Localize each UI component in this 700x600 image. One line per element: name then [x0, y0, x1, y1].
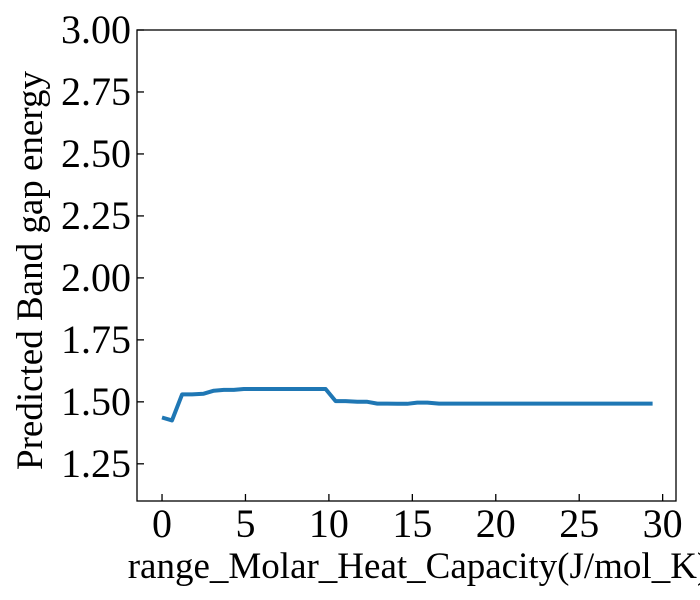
series-line: [161, 387, 653, 423]
y-tick-label: 2.00: [61, 255, 131, 300]
data-series: [161, 387, 653, 423]
y-tick-label: 2.75: [61, 69, 131, 114]
x-tick-label: 10: [309, 501, 349, 546]
y-tick-label: 1.75: [61, 317, 131, 362]
plot-frame: [136, 29, 677, 502]
y-tick-label: 2.50: [61, 131, 131, 176]
y-tick-label: 2.25: [61, 193, 131, 238]
x-tick-label: 25: [559, 501, 599, 546]
x-axis-label: range_Molar_Heat_Capacity(J/mol_K): [128, 546, 700, 587]
x-tick-label: 20: [476, 501, 516, 546]
x-tick-label: 15: [392, 501, 432, 546]
y-tick-label: 1.50: [61, 379, 131, 424]
y-axis-ticks: 1.25 1.50 1.75 2.00 2.25 2.50 2.75 3.00: [61, 7, 144, 486]
x-tick-label: 5: [235, 501, 255, 546]
y-tick-label: 1.25: [61, 441, 131, 486]
y-axis-label: Predicted Band gap energy: [10, 71, 51, 470]
x-axis-ticks: 0 5 10 15 20 25 30: [152, 494, 683, 546]
x-tick-label: 0: [152, 501, 172, 546]
y-tick-label: 3.00: [61, 7, 131, 52]
x-tick-label: 30: [643, 501, 683, 546]
